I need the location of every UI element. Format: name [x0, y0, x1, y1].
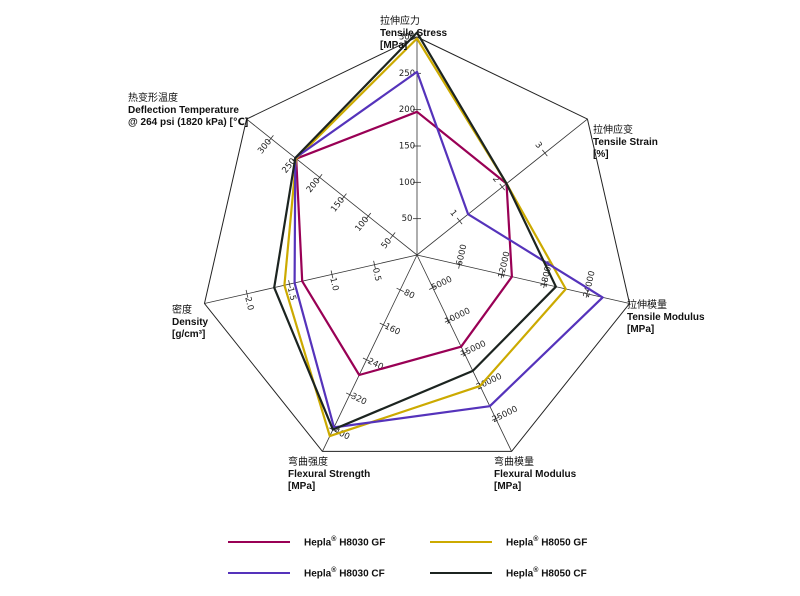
tick-mark [362, 357, 371, 362]
tick-label: 150 [329, 195, 347, 214]
tick-mark [341, 193, 347, 201]
tick-mark [245, 289, 249, 298]
tick-label: 2 [490, 174, 501, 184]
tick-mark [458, 260, 461, 269]
tick-label: 50 [380, 236, 395, 251]
tick-mark [316, 173, 323, 181]
tick-mark [288, 280, 291, 289]
tick-label: 300 [399, 33, 415, 43]
tick-mark [365, 212, 372, 220]
tick-mark [428, 285, 437, 290]
tick-label: 1.0 [327, 277, 340, 292]
tick-label: 6000 [455, 243, 470, 266]
tick-label: 50 [402, 214, 413, 224]
legend-swatch [228, 572, 290, 575]
tick-label: 0.5 [370, 267, 383, 282]
tick-label: 300 [256, 137, 274, 156]
tick-mark [460, 351, 469, 356]
tick-mark [444, 318, 453, 323]
legend-item-h8030-gf: Hepla® H8030 GF [228, 536, 385, 548]
tick-label: 2.0 [242, 296, 255, 311]
tick-mark [379, 322, 388, 327]
tick-label: 150 [399, 142, 415, 152]
tick-mark [389, 232, 396, 239]
tick-mark [499, 183, 506, 191]
radar-frame [203, 36, 631, 452]
tick-mark [456, 217, 463, 225]
axis-spoke [204, 254, 418, 304]
tick-label: 250 [399, 69, 415, 79]
tick-label: 160 [383, 322, 402, 338]
axis-spoke [322, 254, 418, 452]
tick-label: 80 [402, 288, 416, 302]
axis-label-flexural-strength: 弯曲强度 Flexural Strength [MPa] [288, 457, 371, 492]
legend-label: Hepla® H8050 GF [506, 536, 588, 549]
tick-mark [585, 289, 589, 298]
tick-mark [500, 270, 504, 279]
tick-label: 200 [305, 176, 323, 195]
legend-label: Hepla® H8030 CF [304, 567, 385, 580]
legend-swatch [430, 541, 492, 544]
series-h8030-gf [295, 110, 513, 377]
radar-series [273, 31, 604, 438]
tick-mark [373, 260, 376, 269]
tick-mark [542, 149, 548, 157]
tick-label: 100 [399, 178, 415, 188]
tick-label: 1 [447, 208, 458, 218]
tick-mark [345, 392, 354, 397]
legend-item-h8050-gf: Hepla® H8050 GF [430, 536, 587, 548]
series-h8030-cf [293, 70, 604, 429]
axis-label-tensile-modulus: 拉伸模量 Tensile Modulus [MPa] [627, 300, 705, 335]
legend-swatch [430, 572, 492, 575]
tick-mark [268, 135, 274, 142]
tick-label: 10000 [443, 306, 472, 327]
legend-item-h8050-cf: Hepla® H8050 CF [430, 567, 587, 579]
tick-label: 24000 [582, 270, 598, 299]
axis-spoke [416, 254, 630, 304]
tick-label: 200 [399, 105, 415, 115]
axis-label-tensile-strain: 拉伸应变 Tensile Strain [%] [593, 125, 658, 160]
legend-item-h8030-cf: Hepla® H8030 CF [228, 567, 385, 579]
series-h8050-cf [273, 31, 558, 431]
tick-label: 3 [533, 140, 544, 150]
tick-label: 100 [353, 215, 371, 234]
legend-label: Hepla® H8050 CF [506, 567, 587, 580]
axis-label-density: 密度 Density [g/cm³] [172, 305, 209, 340]
axis-label-deflection-temperature: 热变形温度 Deflection Temperature @ 264 psi (… [128, 93, 249, 128]
series-h8050-gf [283, 37, 567, 438]
legend-swatch [228, 541, 290, 544]
tick-mark [492, 416, 500, 421]
radar-grid [203, 36, 631, 452]
tick-label: 320 [349, 391, 368, 407]
tick-label: 5000 [430, 275, 454, 293]
axis-label-tensile-stress: 拉伸应力 Tensile Stress [MPa] [380, 16, 448, 51]
legend-label: Hepla® H8030 GF [304, 536, 386, 549]
tick-mark [543, 280, 546, 289]
axis-spoke [246, 118, 418, 256]
tick-mark [330, 270, 334, 279]
tick-mark [396, 287, 404, 293]
axis-label-flexural-modulus: 弯曲模量 Flexural Modulus [MPa] [494, 457, 577, 492]
tick-label: 25000 [491, 404, 520, 425]
